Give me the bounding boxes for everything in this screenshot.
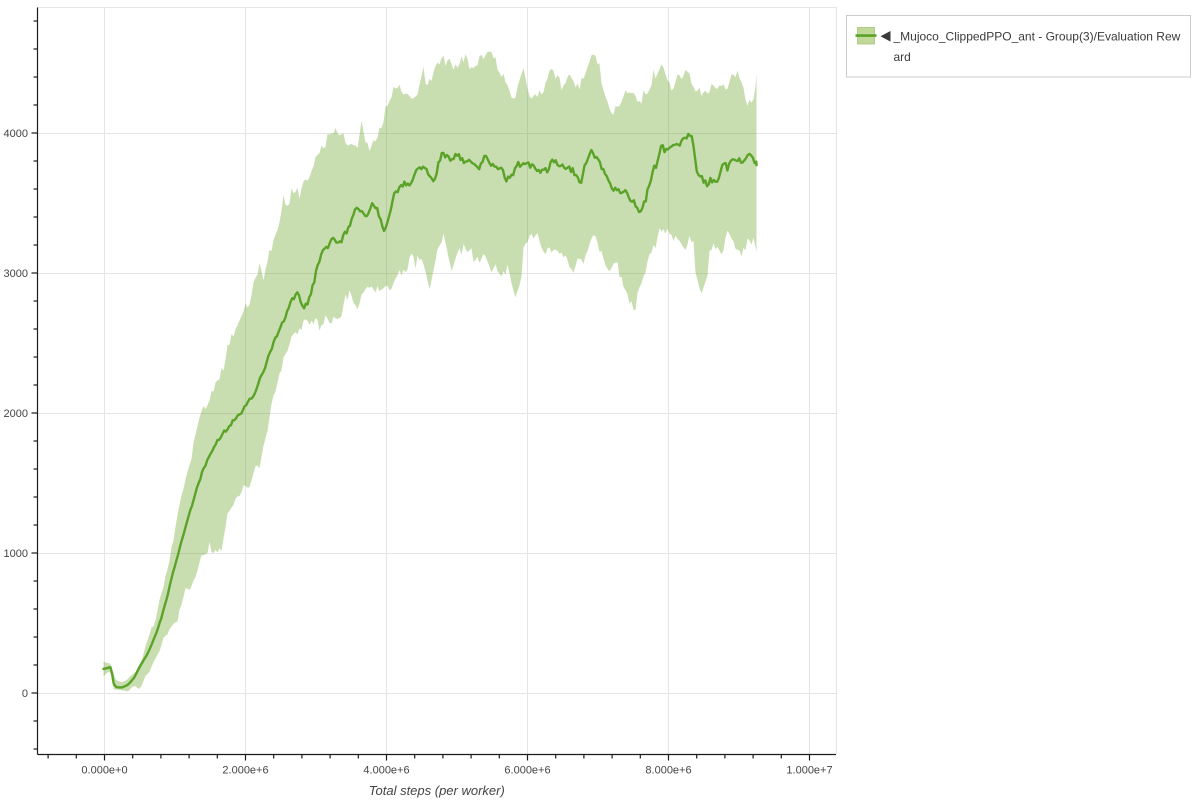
svg-text:0: 0 [22, 688, 28, 700]
svg-text:Total steps (per worker): Total steps (per worker) [369, 783, 505, 798]
svg-text:0.000e+0: 0.000e+0 [81, 765, 127, 777]
svg-text:2.000e+6: 2.000e+6 [222, 765, 268, 777]
svg-text:4.000e+6: 4.000e+6 [363, 765, 409, 777]
svg-text:1.000e+7: 1.000e+7 [786, 765, 832, 777]
svg-text:6.000e+6: 6.000e+6 [504, 765, 550, 777]
svg-text:2000: 2000 [4, 408, 28, 420]
svg-text:_Mujoco_ClippedPPO_ant - Group: _Mujoco_ClippedPPO_ant - Group(3)/Evalua… [893, 29, 1181, 43]
svg-text:3000: 3000 [4, 268, 28, 280]
svg-text:1000: 1000 [4, 548, 28, 560]
svg-text:8.000e+6: 8.000e+6 [645, 765, 691, 777]
svg-text:4000: 4000 [4, 128, 28, 140]
svg-text:ard: ard [894, 50, 911, 64]
